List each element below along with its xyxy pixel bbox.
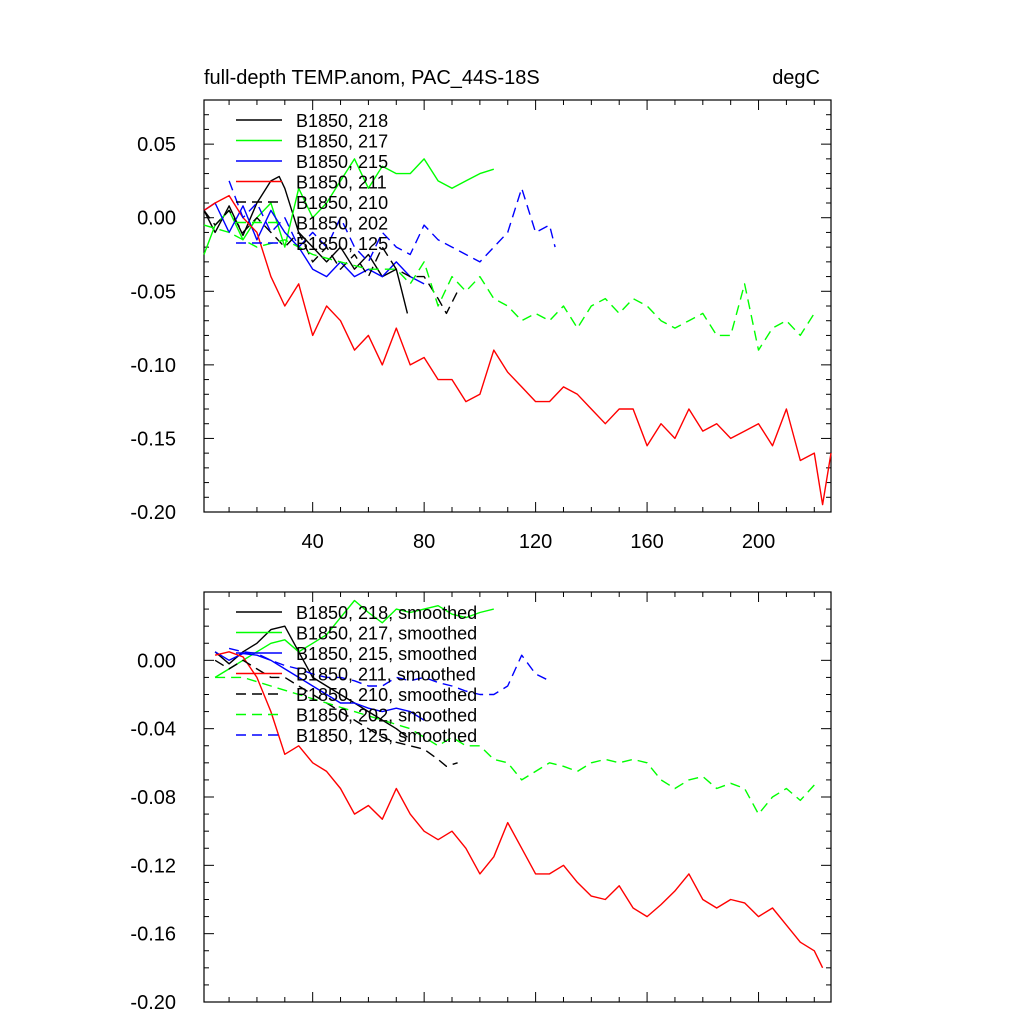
y-tick-label: -0.05 xyxy=(130,281,176,303)
y-tick-label: -0.10 xyxy=(130,355,176,377)
top-panel-raw: full-depth TEMP.anom, PAC_44S-18S degC 0… xyxy=(130,67,832,553)
series-line xyxy=(203,194,832,506)
legend-label: B1850, 217 xyxy=(296,132,388,152)
legend-label: B1850, 215 xyxy=(296,152,388,172)
series-line xyxy=(214,651,824,969)
legend-label: B1850, 211, smoothed xyxy=(296,665,476,685)
series-line xyxy=(215,676,815,815)
series-line xyxy=(203,202,425,285)
legend-label: B1850, 202, smoothed xyxy=(296,706,477,726)
legend-label: B1850, 218 xyxy=(296,111,388,131)
y-tick-label: -0.08 xyxy=(130,787,176,809)
y-tick-label: -0.20 xyxy=(130,502,176,524)
x-tick-label: 40 xyxy=(302,531,324,553)
series-line xyxy=(203,209,459,315)
series-line xyxy=(228,180,556,263)
legend-label: B1850, 210 xyxy=(296,193,388,213)
y-tick-label: -0.04 xyxy=(130,719,176,741)
series-line xyxy=(214,625,408,738)
series-line xyxy=(203,158,495,255)
y-tick-label: 0.00 xyxy=(137,650,176,672)
series-line xyxy=(228,647,550,696)
legend-label: B1850, 125 xyxy=(296,234,388,254)
legend-label: B1850, 215, smoothed xyxy=(296,644,477,664)
series-line xyxy=(203,175,409,314)
chart-title: full-depth TEMP.anom, PAC_44S-18S xyxy=(204,67,540,89)
x-tick-label: 160 xyxy=(630,531,663,553)
series-line xyxy=(214,599,494,678)
x-tick-label: 120 xyxy=(519,531,552,553)
legend-label: B1850, 125, smoothed xyxy=(296,726,477,746)
legend-label: B1850, 202 xyxy=(296,214,388,234)
legend-label: B1850, 218, smoothed xyxy=(296,603,477,623)
y-tick-label: 0.05 xyxy=(137,134,176,156)
x-tick-label: 80 xyxy=(413,531,435,553)
legend-label: B1850, 210, smoothed xyxy=(296,685,477,705)
y-tick-label: -0.16 xyxy=(130,924,176,946)
units-label: degC xyxy=(772,67,820,89)
series-line xyxy=(203,224,815,351)
legend-label: B1850, 211 xyxy=(296,173,387,193)
y-tick-label: -0.20 xyxy=(130,992,176,1014)
y-tick-label: -0.12 xyxy=(130,855,176,877)
y-tick-label: -0.15 xyxy=(130,428,176,450)
x-tick-label: 200 xyxy=(742,531,775,553)
series-line xyxy=(214,651,425,721)
legend-label: B1850, 217, smoothed xyxy=(296,624,477,644)
bottom-panel-smoothed: 0.00 -0.04 -0.08 -0.12 -0.16 -0.20 B1850, 218,… xyxy=(130,591,832,1014)
series-line xyxy=(214,659,458,767)
y-tick-label: 0.00 xyxy=(137,208,176,230)
